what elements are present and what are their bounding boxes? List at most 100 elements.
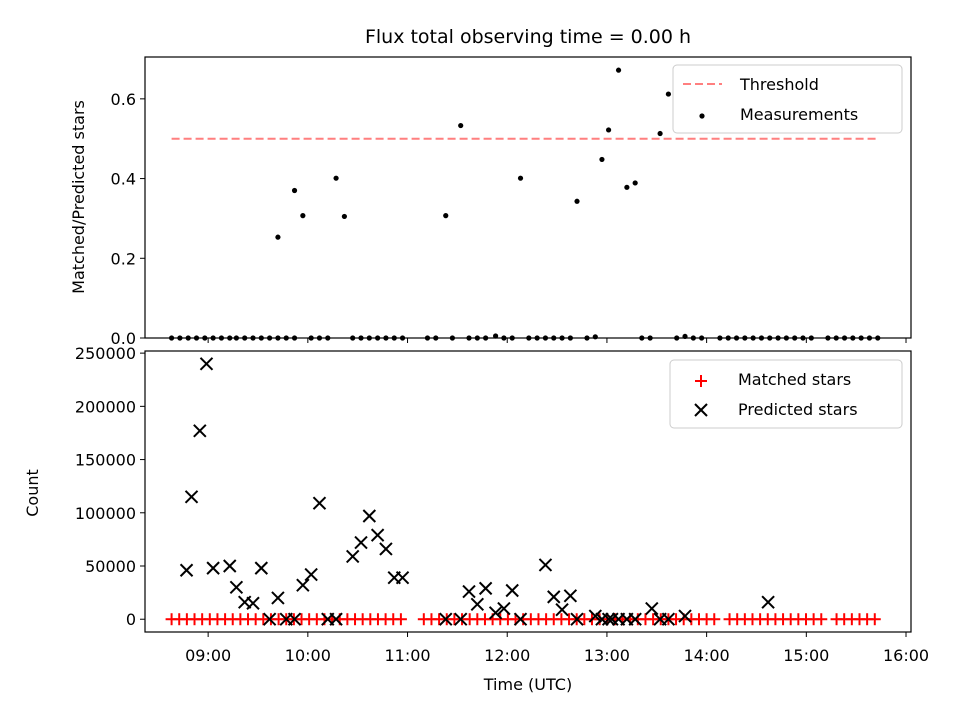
measurement-point <box>517 175 524 181</box>
measurement-point <box>458 122 464 129</box>
predicted-star-marker <box>246 596 260 610</box>
legend-predicted-swatch <box>694 403 708 417</box>
predicted-star-marker <box>395 571 410 585</box>
measurement-point <box>592 334 598 340</box>
predicted-star-marker <box>179 563 194 577</box>
bottom-x-tick-label: 12:00 <box>484 646 530 665</box>
predicted-star-marker <box>601 612 616 626</box>
predicted-star-marker <box>563 589 578 603</box>
bottom-x-tick-label: 16:00 <box>883 646 929 665</box>
legend-threshold-label: Threshold <box>739 75 819 94</box>
measurement-point <box>291 187 298 194</box>
predicted-star-marker <box>478 581 493 596</box>
measurement-point <box>333 175 339 181</box>
bottom-x-tick-label: 09:00 <box>185 646 231 665</box>
top-legend: Threshold Measurements <box>672 64 903 134</box>
bottom-y-tick-label: 250000 <box>75 344 136 363</box>
measurement-point <box>624 184 630 190</box>
predicted-star-marker <box>254 561 269 575</box>
predicted-star-marker <box>470 597 485 612</box>
predicted-star-marker <box>547 590 561 604</box>
predicted-star-marker <box>588 609 603 623</box>
bottom-y-tick-label: 0 <box>126 610 136 629</box>
predicted-star-marker <box>678 609 692 623</box>
top-y-tick-label: 0.0 <box>111 329 136 348</box>
matched-star-marker <box>394 613 407 626</box>
predicted-star-marker <box>645 601 659 616</box>
predicted-star-marker <box>193 424 207 438</box>
bottom-y-tick-label: 200000 <box>75 397 136 416</box>
predicted-star-marker <box>229 580 244 595</box>
bottom-legend: Matched stars Predicted stars <box>669 359 903 429</box>
predicted-star-marker <box>312 496 327 510</box>
legend-measurements-label: Measurements <box>740 105 858 124</box>
measurement-point <box>341 213 347 220</box>
top-y-axis-label: Matched/Predicted stars <box>69 100 88 294</box>
predicted-star-marker <box>497 601 511 616</box>
predicted-star-marker <box>262 612 277 626</box>
bottom-axes-frame <box>144 350 912 633</box>
legend-matched-label: Matched stars <box>738 370 851 389</box>
measurement-point <box>615 67 622 73</box>
predicted-star-marker <box>370 528 385 542</box>
bottom-y-axis-label: Count <box>23 469 42 517</box>
predicted-star-marker <box>354 535 368 550</box>
measurement-point <box>632 180 638 186</box>
bottom-legend-box <box>669 359 903 429</box>
predicted-star-marker <box>296 578 310 592</box>
top-y-tick-label: 0.2 <box>111 249 136 268</box>
top-panel: 0.0 0.2 0.4 0.6 Matched/Predicted stars Thr… <box>69 56 912 348</box>
predicted-star-marker <box>462 584 476 599</box>
legend-matched-swatch <box>695 375 707 387</box>
measurement-point <box>443 213 449 219</box>
predicted-star-marker <box>345 549 360 564</box>
bottom-y-tick-label: 100000 <box>75 504 136 523</box>
bottom-x-tick-label: 10:00 <box>285 646 331 665</box>
measurement-point <box>599 156 605 163</box>
predicted-star-marker <box>362 509 377 523</box>
predicted-star-marker <box>555 602 569 617</box>
legend-measurements-swatch <box>699 113 705 119</box>
top-y-tick-label: 0.4 <box>111 170 136 189</box>
predicted-star-marker <box>329 612 343 626</box>
matched-star-marker <box>815 613 828 626</box>
legend-predicted-label: Predicted stars <box>738 400 858 419</box>
bottom-x-tick-label: 14:00 <box>684 646 730 665</box>
predicted-star-marker <box>271 591 285 605</box>
predicted-star-marker <box>439 612 453 626</box>
predicted-star-marker <box>488 606 503 620</box>
predicted-star-marker <box>628 612 642 626</box>
bottom-panel: 09:00 10:00 11:00 12:00 13:00 14:00 15:00 16:00… <box>23 344 929 694</box>
predicted-star-marker <box>505 583 519 598</box>
measurement-point <box>657 130 663 137</box>
measurement-point <box>574 198 580 204</box>
top-legend-box <box>672 64 903 134</box>
matched-star-marker <box>708 613 721 626</box>
bottom-y-tick-label: 50000 <box>85 557 136 576</box>
predicted-star-marker <box>199 357 214 371</box>
top-axes-layer: 0.0 0.2 0.4 0.6 <box>111 90 907 348</box>
predicted-star-marker <box>761 595 775 609</box>
predicted-star-marker <box>661 612 676 626</box>
bottom-x-axis-label: Time (UTC) <box>483 675 572 694</box>
bottom-axes-layer: 09:00 10:00 11:00 12:00 13:00 14:00 15:00 16:00… <box>75 344 929 665</box>
predicted-star-marker <box>206 561 220 575</box>
measurement-point <box>665 91 672 97</box>
bottom-x-tick-label: 11:00 <box>384 646 430 665</box>
matched-star-marker <box>868 613 881 626</box>
predicted-star-marker <box>570 612 584 626</box>
top-axes-frame <box>144 56 912 339</box>
measurement-point <box>300 213 306 219</box>
predicted-star-marker <box>304 567 318 582</box>
bottom-x-tick-label: 15:00 <box>783 646 829 665</box>
measurement-point <box>605 127 612 133</box>
bottom-y-tick-label: 150000 <box>75 451 136 470</box>
top-y-tick-label: 0.6 <box>111 90 136 109</box>
measurement-point <box>275 234 281 240</box>
bottom-x-tick-label: 13:00 <box>584 646 630 665</box>
predicted-star-marker <box>287 612 302 626</box>
predicted-star-marker <box>453 612 468 626</box>
predicted-star-marker <box>513 612 528 626</box>
predicted-star-marker <box>379 542 393 556</box>
